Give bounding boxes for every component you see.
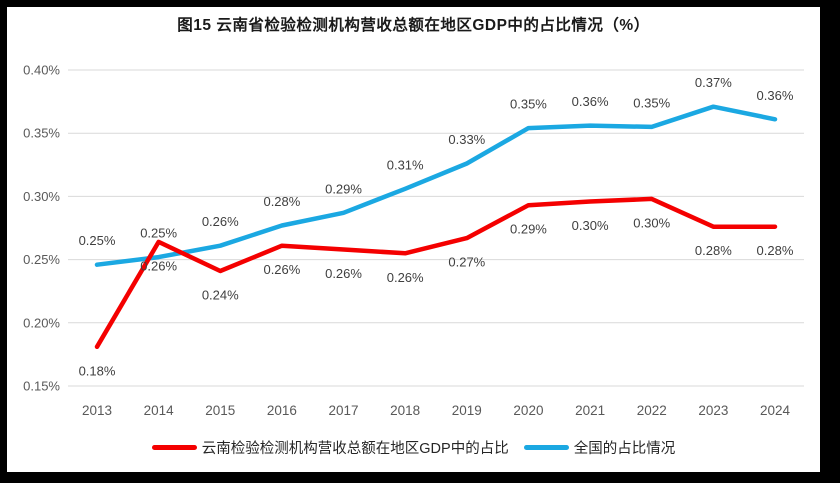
data-label-national: 0.35%	[633, 95, 670, 110]
legend-swatch-national	[523, 444, 569, 450]
data-label-yunnan: 0.28%	[757, 243, 794, 258]
y-tick-label: 0.20%	[23, 315, 60, 330]
data-label-yunnan: 0.26%	[263, 262, 300, 277]
data-label-yunnan: 0.30%	[572, 218, 609, 233]
data-label-national: 0.35%	[510, 97, 547, 112]
y-tick-label: 0.25%	[23, 252, 60, 267]
chart-canvas: 图15 云南省检验检测机构营收总额在地区GDP中的占比情况（%） 0.40% 0.…	[7, 7, 820, 472]
x-tick-label: 2023	[698, 403, 728, 418]
x-tick-label: 2024	[760, 403, 791, 418]
data-label-yunnan: 0.26%	[140, 258, 177, 273]
plot-area: 0.40% 0.35% 0.30% 0.25% 0.20% 0.15% 2013 2014 20…	[23, 63, 804, 418]
x-tick-label: 2019	[452, 403, 482, 418]
data-label-national: 0.31%	[387, 157, 424, 172]
x-tick-label: 2015	[205, 403, 235, 418]
data-label-national: 0.33%	[448, 132, 485, 147]
x-tick-label: 2014	[144, 403, 175, 418]
x-tick-label: 2021	[575, 403, 605, 418]
data-label-national: 0.28%	[263, 194, 300, 209]
data-label-national: 0.29%	[325, 181, 362, 196]
x-tick-label: 2020	[513, 403, 543, 418]
series-line-yunnan	[94, 196, 778, 350]
data-label-yunnan: 0.26%	[325, 266, 362, 281]
legend-swatch-yunnan	[151, 444, 197, 450]
data-label-yunnan: 0.29%	[510, 222, 547, 237]
data-label-yunnan: 0.28%	[695, 243, 732, 258]
x-tick-label: 2016	[267, 403, 297, 418]
legend-label-national: 全国的占比情况	[573, 440, 676, 457]
x-tick-label: 2017	[329, 403, 359, 418]
legend-item-yunnan: 云南检验检测机构营收总额在地区GDP中的占比	[151, 437, 509, 458]
data-label-national: 0.36%	[572, 94, 609, 109]
legend-label-yunnan: 云南检验检测机构营收总额在地区GDP中的占比	[201, 440, 509, 457]
data-label-national: 0.26%	[202, 214, 239, 229]
chart-title: 图15 云南省检验检测机构营收总额在地区GDP中的占比情况（%）	[177, 17, 650, 34]
x-tick-label: 2022	[637, 403, 667, 418]
series-line-national	[94, 104, 778, 267]
y-tick-label: 0.40%	[23, 63, 60, 78]
chart-legend: 云南检验检测机构营收总额在地区GDP中的占比 全国的占比情况	[7, 436, 820, 458]
y-tick-label: 0.15%	[23, 379, 60, 394]
y-tick-label: 0.35%	[23, 126, 60, 141]
data-label-national: 0.36%	[757, 88, 794, 103]
y-tick-label: 0.30%	[23, 189, 60, 204]
data-label-national: 0.25%	[140, 226, 177, 241]
data-label-national: 0.37%	[695, 75, 732, 90]
data-label-yunnan: 0.24%	[202, 287, 239, 302]
x-tick-label: 2013	[82, 403, 112, 418]
legend-item-national: 全国的占比情况	[523, 437, 676, 458]
data-label-yunnan: 0.18%	[79, 363, 116, 378]
data-label-national: 0.25%	[79, 233, 116, 248]
data-label-yunnan: 0.30%	[633, 215, 670, 230]
data-label-yunnan: 0.26%	[387, 270, 424, 285]
data-label-yunnan: 0.27%	[448, 255, 485, 270]
x-tick-label: 2018	[390, 403, 420, 418]
